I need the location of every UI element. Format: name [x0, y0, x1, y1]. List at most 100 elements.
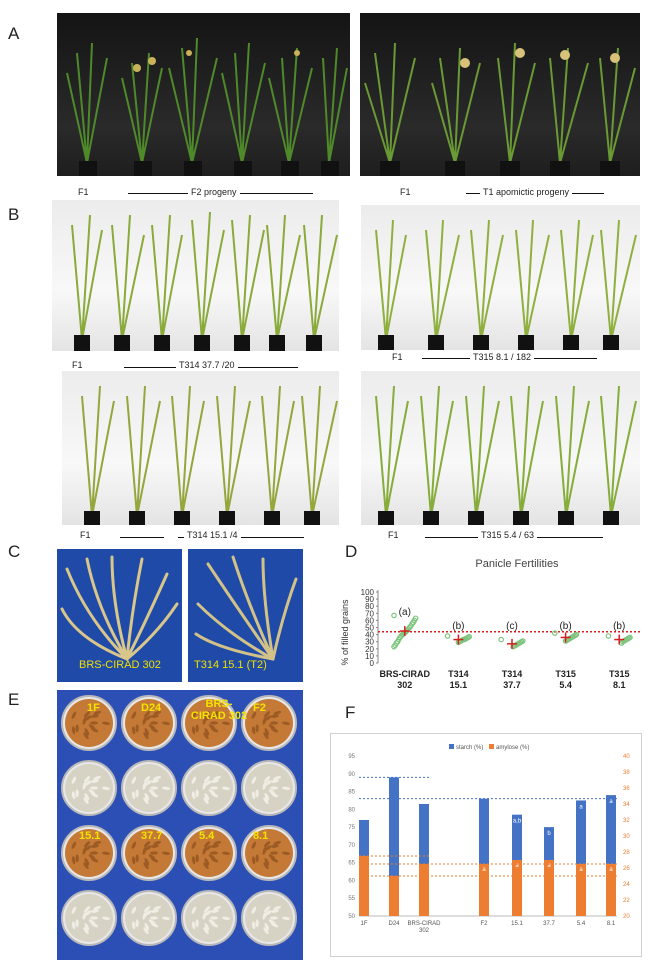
caption-b-bl-line-1 [120, 537, 164, 538]
grain-kernel [144, 776, 151, 783]
grain-kernel [143, 927, 149, 935]
grain-kernel [203, 862, 209, 870]
grain-kernel [84, 841, 91, 848]
grain-kernel [255, 854, 259, 863]
grain-kernel [213, 775, 222, 780]
grain-kernel [210, 851, 218, 855]
grain-kernel [71, 921, 76, 930]
grain-kernel [102, 786, 110, 790]
grain-fill [125, 829, 173, 877]
grain-kernel [264, 711, 271, 718]
grain-kernel [150, 851, 158, 855]
grain-kernel [264, 728, 270, 736]
grain-kernel [83, 732, 89, 740]
grain-kernel [204, 841, 211, 848]
panicles-image [194, 555, 298, 661]
grain-kernel [162, 851, 170, 855]
grain-kernel [222, 916, 230, 920]
chart-f-bar-starch [419, 804, 429, 916]
grain-kernel [71, 856, 76, 865]
grain-kernel [204, 906, 211, 913]
chart-f-category-label: 1F [360, 921, 367, 927]
chart-d-y-tick: 60 [365, 616, 374, 625]
grain-fill [245, 764, 293, 812]
grain-kernel [84, 780, 92, 786]
grain-kernel [131, 856, 136, 865]
chart-f-left-tick: 60 [348, 878, 355, 884]
chart-f-right-tick: 28 [623, 850, 630, 856]
chart-d-group-label: (b) [452, 621, 464, 632]
chart-f-bar-amylose [512, 860, 522, 916]
chart-f-bar-starch [606, 795, 616, 916]
chart-d-category-label: T314 [448, 669, 469, 679]
grain-kernel [210, 909, 219, 913]
grain-kernel [255, 789, 259, 798]
chart-f-right-tick: 32 [623, 818, 630, 824]
grain-kernel [251, 856, 256, 865]
grain-kernel [131, 711, 137, 719]
chart-f-left-tick: 95 [348, 754, 355, 760]
chart-f-amylose-group-label: a [609, 867, 613, 873]
grain-kernel [144, 906, 151, 913]
chart-f-left-tick: 85 [348, 790, 355, 796]
grain-kernel [210, 721, 218, 725]
grain-kernel [191, 711, 197, 719]
grain-kernel [150, 916, 158, 920]
grain-kernel [153, 710, 162, 715]
grain-kernel [210, 844, 219, 848]
caption-b-tr-f1: F1 [392, 352, 403, 362]
grain-fill [245, 894, 293, 942]
grain-kernel [75, 724, 79, 733]
chart-f-right-tick: 30 [623, 834, 630, 840]
grain-kernel [191, 921, 196, 930]
grain-kernel [204, 845, 212, 851]
grain-kernel [88, 854, 96, 860]
grain-kernel [282, 786, 290, 790]
grain-kernel [208, 724, 216, 730]
grain-kernel [204, 793, 210, 801]
chart-d-category-label: BRS-CIRAD [380, 669, 431, 679]
chart-f-legend-starch: starch (%) [456, 745, 483, 751]
grain-kernel [144, 728, 150, 736]
chart-f-legend-swatch-starch [449, 744, 454, 749]
chart-d-point [498, 636, 505, 643]
label-e-f2: F2 [253, 702, 266, 714]
grain-kernel [270, 721, 278, 725]
photo-e-grain-plates: 1F D24 BRS-CIRAD 302 F2 15.1 37.7 5.4 8.… [57, 690, 303, 960]
grain-kernel [270, 714, 279, 718]
grain-kernel [204, 728, 210, 736]
grain-kernel [150, 909, 159, 913]
chart-f-category-label: D24 [388, 921, 400, 927]
caption-b-tr-group: T315 8.1 / 182 [470, 352, 535, 362]
chart-d-point [391, 612, 397, 619]
grain-kernel [153, 775, 162, 780]
chart-f-bar-amylose [576, 864, 586, 916]
rice-plants-image [375, 219, 637, 350]
chart-d-category-label: 8.1 [613, 680, 626, 690]
grain-kernel [213, 905, 222, 910]
chart-f-right-tick: 34 [623, 802, 630, 808]
chart-f-right-tick: 20 [623, 914, 630, 920]
grain-kernel [268, 789, 276, 795]
grain-kernel [264, 923, 270, 931]
grain-kernel [71, 906, 77, 914]
grain-kernel [191, 856, 196, 865]
grain-kernel [83, 927, 89, 935]
grain-kernel [144, 793, 150, 801]
grain-kernel [90, 779, 99, 783]
chart-f-category-label: 302 [419, 928, 430, 934]
grain-kernel [84, 715, 92, 721]
chart-f-left-tick: 80 [348, 807, 355, 813]
chart-f-left-tick: 55 [348, 896, 355, 902]
grain-kernel [208, 854, 216, 860]
grain-kernel [270, 844, 279, 848]
label-e-d24: D24 [141, 702, 162, 714]
grain-kernel [150, 844, 159, 848]
chart-d-group-label: (a) [399, 607, 411, 618]
grain-kernel [162, 786, 170, 790]
grain-kernel [131, 791, 136, 800]
photo-b-t315-5-4 [361, 371, 640, 525]
photo-a-t1-progeny [360, 13, 640, 176]
chart-d-group-label: (b) [559, 621, 571, 632]
photo-c-brs-cirad: BRS-CIRAD 302 [57, 549, 182, 682]
